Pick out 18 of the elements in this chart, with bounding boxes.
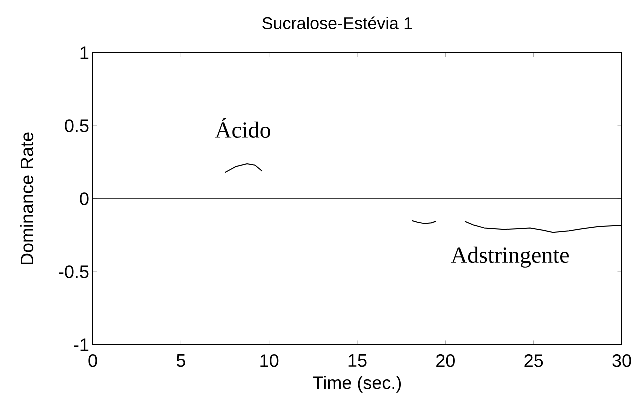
- x-tick-label: 15: [348, 354, 367, 368]
- y-tick-label: 0.5: [65, 120, 89, 132]
- x-tick-label: 10: [260, 354, 279, 368]
- y-tick-label: 1: [80, 46, 89, 60]
- y-tick-label: -0.5: [59, 266, 89, 278]
- y-tick-label: 0: [80, 192, 89, 206]
- x-tick-label: 20: [436, 354, 455, 368]
- x-tick-label: 0: [88, 354, 98, 368]
- annotation: Adstringente: [451, 246, 569, 268]
- x-tick-label: 5: [176, 354, 186, 368]
- chart-title: Sucralose-Estévia 1: [262, 16, 412, 30]
- x-tick-label: 30: [612, 354, 632, 368]
- line-series: [224, 163, 263, 174]
- x-axis-title: Time (sec.): [313, 376, 402, 393]
- y-tick-label: -1: [74, 338, 89, 352]
- annotation: Ácido: [215, 118, 270, 138]
- y-axis-title: Dominance Rate: [20, 132, 34, 265]
- x-tick-label: 25: [524, 354, 544, 368]
